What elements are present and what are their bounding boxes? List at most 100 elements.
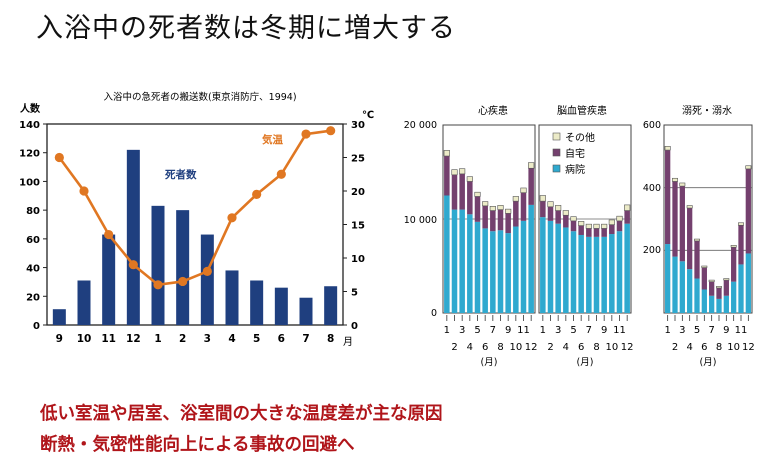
- temperature-point: [79, 186, 89, 196]
- stack-other: [555, 205, 562, 211]
- month-label: 5: [474, 325, 480, 336]
- deaths-bar: [52, 309, 66, 325]
- left-chart-bath-deaths: 入浴中の急死者の搬送数(東京消防庁、1994) 人数 ℃ 月 020406080…: [19, 91, 374, 348]
- right-y-tick-label: 15: [351, 221, 365, 232]
- stack-other: [547, 201, 554, 208]
- x-tick-label: 7: [302, 333, 309, 345]
- stack-home: [540, 201, 546, 218]
- month-label: 11: [517, 325, 530, 336]
- x-tick-label: 9: [56, 333, 63, 345]
- temperature-point: [128, 260, 138, 270]
- left-y-tick-label: 140: [19, 120, 40, 131]
- temperature-point: [227, 213, 237, 223]
- month-label: 7: [490, 325, 496, 336]
- stack-home: [616, 220, 623, 232]
- stack-other: [664, 146, 671, 151]
- stack-home: [467, 181, 473, 215]
- stack-home: [723, 280, 729, 296]
- month-unit-label: (月): [700, 357, 717, 368]
- stack-home: [555, 210, 561, 224]
- deaths-bar: [77, 280, 91, 325]
- panel-title-drowning: 溺死・溺水: [682, 105, 732, 117]
- panel-title-stroke: 脳血管疾患: [557, 104, 607, 117]
- x-tick-label: 10: [77, 333, 92, 345]
- chart-title: 入浴中の急死者の搬送数(東京消防庁、1994): [103, 91, 296, 103]
- deaths-bar: [250, 280, 264, 325]
- panel-frame: [663, 124, 753, 314]
- stack-home: [593, 228, 600, 237]
- month-label: 3: [555, 325, 561, 336]
- left-y-tick-label: 80: [26, 206, 40, 217]
- legend-swatch: [552, 132, 561, 141]
- stack-home: [474, 196, 481, 222]
- month-label: 11: [613, 325, 626, 336]
- stack-hospital: [586, 236, 592, 313]
- month-label: 6: [701, 342, 707, 353]
- x-tick-label: 1: [154, 333, 161, 345]
- stack-home: [601, 228, 607, 237]
- right-y-tick-label: 10: [351, 254, 365, 265]
- temperature-point: [153, 280, 163, 290]
- temperature-point: [301, 129, 311, 139]
- month-label: 5: [694, 325, 700, 336]
- stack-other: [466, 176, 473, 182]
- stack-hospital: [701, 289, 707, 313]
- stack-home: [497, 209, 504, 231]
- month-label: 12: [621, 342, 634, 353]
- month-label: 4: [563, 342, 569, 353]
- stack-other: [708, 279, 715, 282]
- month-label: 5: [570, 325, 576, 336]
- stack-other: [539, 195, 546, 202]
- series-label-temperature: 気温: [261, 133, 283, 146]
- stack-hospital: [555, 223, 561, 313]
- month-label: 6: [482, 342, 488, 353]
- stack-home: [709, 281, 715, 296]
- stack-other: [616, 215, 623, 222]
- y-tick-400: 400: [643, 183, 661, 194]
- deaths-bar: [225, 270, 239, 325]
- stack-other: [701, 265, 708, 268]
- stack-other: [451, 169, 458, 176]
- right-axis-label: ℃: [362, 110, 374, 121]
- stack-other: [624, 204, 631, 211]
- stack-other: [730, 245, 737, 248]
- month-label: 11: [735, 325, 748, 336]
- plot-frame: [46, 123, 344, 326]
- stack-hospital: [482, 228, 488, 313]
- stack-home: [679, 186, 685, 262]
- stack-hospital: [451, 209, 458, 313]
- stack-other: [512, 196, 519, 202]
- stack-hospital: [467, 214, 473, 313]
- stack-home: [731, 247, 737, 282]
- stack-hospital: [694, 278, 700, 313]
- month-label: 10: [605, 342, 618, 353]
- stack-other: [474, 191, 481, 197]
- y-tick-200: 200: [643, 245, 661, 256]
- month-unit-label: (月): [481, 357, 498, 368]
- stack-home: [624, 210, 630, 224]
- month-label: 8: [497, 342, 503, 353]
- conclusion-line-1: 低い室温や居室、浴室間の大きな温度差が主な原因: [40, 404, 443, 424]
- stack-home: [665, 150, 671, 245]
- stack-other: [679, 182, 686, 187]
- stack-hospital: [593, 236, 600, 313]
- stack-home: [586, 228, 592, 237]
- panel-title-heart: 心疾患: [478, 104, 508, 117]
- stack-hospital: [709, 295, 715, 313]
- month-label: 1: [540, 325, 546, 336]
- stack-other: [578, 221, 585, 226]
- month-label: 4: [686, 342, 692, 353]
- left-y-tick-label: 120: [19, 149, 40, 160]
- stack-hospital: [540, 217, 546, 313]
- deaths-bar: [151, 205, 165, 325]
- right-y-tick-label: 20: [351, 187, 365, 198]
- y-tick-600: 600: [643, 120, 661, 131]
- legend-label: その他: [565, 131, 595, 144]
- temperature-point: [326, 126, 336, 136]
- stack-hospital: [520, 220, 527, 313]
- stack-hospital: [723, 295, 729, 313]
- stack-other: [672, 177, 678, 182]
- stack-other: [738, 222, 744, 226]
- month-label: 10: [727, 342, 740, 353]
- month-label: 8: [593, 342, 599, 353]
